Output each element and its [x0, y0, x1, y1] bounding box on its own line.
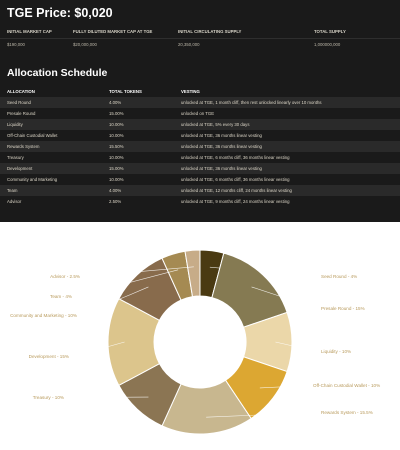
table-row: Advisor 2.50% unlocked at TGE, 9 months …: [0, 196, 400, 207]
cell-allocation: Rewards System: [7, 144, 39, 149]
cell-tokens: 10.00%: [109, 122, 124, 127]
cell-vesting: unlocked at TGE, 1 month cliff, then res…: [181, 100, 322, 105]
tge-value-total-supply: 1,000000,000: [314, 42, 340, 47]
header-vesting: VESTING: [181, 89, 200, 94]
cell-tokens: 15.00%: [109, 166, 124, 171]
table-row: Community and Marketing 10.00% unlocked …: [0, 174, 400, 185]
tge-value-row: $190,000 $20,000,000 20,350,000 1,000000…: [0, 40, 400, 51]
slice-label-rewards-system: Rewards System - 15.5%: [321, 410, 373, 415]
tge-value-market-cap: $190,000: [7, 42, 25, 47]
cell-tokens: 10.00%: [109, 155, 124, 160]
slice-label-presale-round: Presale Round - 15%: [321, 306, 365, 311]
allocation-chart: Seed Round - 4% Presale Round - 15% Liquid…: [0, 222, 400, 445]
table-row: Liquidity 10.00% unlocked at TGE, 5% eve…: [0, 119, 400, 130]
cell-vesting: unlocked at TGE, 36 months linear vestin…: [181, 166, 262, 171]
cell-allocation: Presale Round: [7, 111, 35, 116]
tge-price-title: TGE Price: $0,020: [7, 6, 113, 20]
cell-vesting: unlocked at TGE, 36 months linear vestin…: [181, 144, 262, 149]
table-row: Off-Chain Custodial Wallet 10.00% unlock…: [0, 130, 400, 141]
cell-tokens: 10.00%: [109, 177, 124, 182]
cell-vesting: unlocked on TGE: [181, 111, 214, 116]
cell-tokens: 15.00%: [109, 111, 124, 116]
tge-header-circulating: INITIAL CIRCULATING SUPPLY: [178, 29, 241, 34]
cell-allocation: Treasury: [7, 155, 24, 160]
table-row: Presale Round 15.00% unlocked on TGE: [0, 108, 400, 119]
table-row: Treasury 10.00% unlocked at TGE, 6 month…: [0, 152, 400, 163]
tge-header-row: INITIAL MARKET CAP FULLY DILUTED MARKET …: [0, 27, 400, 38]
table-row: Team 4.00% unlocked at TGE, 12 months cl…: [0, 185, 400, 196]
divider: [0, 38, 400, 39]
slice-label-off-chain-custodial-wallet: Off-Chain Custodial Wallet - 10%: [313, 383, 380, 388]
tge-header-market-cap: INITIAL MARKET CAP: [7, 29, 52, 34]
slice-label-advisor: Advisor - 2.5%: [50, 274, 80, 279]
slice-label-treasury: Treasury - 10%: [33, 395, 64, 400]
slice-label-liquidity: Liquidity - 10%: [321, 349, 351, 354]
cell-allocation: Seed Round: [7, 100, 31, 105]
slice-label-team: Team - 4%: [50, 294, 72, 299]
slice-label-development: Development - 15%: [29, 354, 69, 359]
cell-allocation: Liquidity: [7, 122, 23, 127]
slice-label-seed-round: Seed Round - 4%: [321, 274, 357, 279]
table-header-row: ALLOCATION TOTAL TOKENS VESTING: [0, 86, 400, 97]
cell-vesting: unlocked at TGE, 6 months cliff, 36 mont…: [181, 155, 290, 160]
header-total-tokens: TOTAL TOKENS: [109, 89, 142, 94]
slice-label-community-and-marketing: Community and Marketing - 10%: [10, 313, 77, 318]
cell-allocation: Development: [7, 166, 32, 171]
table-row: Seed Round 4.00% unlocked at TGE, 1 mont…: [0, 97, 400, 108]
tge-header-fdv: FULLY DILUTED MARKET CAP AT TGE: [73, 29, 152, 34]
cell-allocation: Advisor: [7, 199, 21, 204]
table-row: Development 15.00% unlocked at TGE, 36 m…: [0, 163, 400, 174]
donut-chart-svg: Seed Round - 4% Presale Round - 15% Liquid…: [0, 222, 400, 445]
cell-allocation: Team: [7, 188, 18, 193]
cell-vesting: unlocked at TGE, 5% every 30 days: [181, 122, 249, 127]
cell-vesting: unlocked at TGE, 6 months cliff, 36 mont…: [181, 177, 290, 182]
tge-value-circulating: 20,350,000: [178, 42, 200, 47]
header-allocation: ALLOCATION: [7, 89, 35, 94]
cell-vesting: unlocked at TGE, 36 months linear vestin…: [181, 133, 262, 138]
dark-panel: TGE Price: $0,020 INITIAL MARKET CAP FUL…: [0, 0, 400, 222]
cell-tokens: 4.00%: [109, 100, 121, 105]
cell-vesting: unlocked at TGE, 9 months cliff, 24 mont…: [181, 199, 290, 204]
cell-allocation: Off-Chain Custodial Wallet: [7, 133, 57, 138]
cell-vesting: unlocked at TGE, 12 months cliff, 24 mon…: [181, 188, 292, 193]
cell-allocation: Community and Marketing: [7, 177, 57, 182]
cell-tokens: 10.00%: [109, 133, 124, 138]
tge-header-total-supply: TOTAL SUPPLY: [314, 29, 346, 34]
allocation-schedule-title: Allocation Schedule: [7, 67, 107, 79]
cell-tokens: 4.00%: [109, 188, 121, 193]
tge-value-fdv: $20,000,000: [73, 42, 97, 47]
cell-tokens: 15.50%: [109, 144, 124, 149]
allocation-table: ALLOCATION TOTAL TOKENS VESTING Seed Rou…: [0, 86, 400, 207]
table-row: Rewards System 15.50% unlocked at TGE, 3…: [0, 141, 400, 152]
cell-tokens: 2.50%: [109, 199, 121, 204]
